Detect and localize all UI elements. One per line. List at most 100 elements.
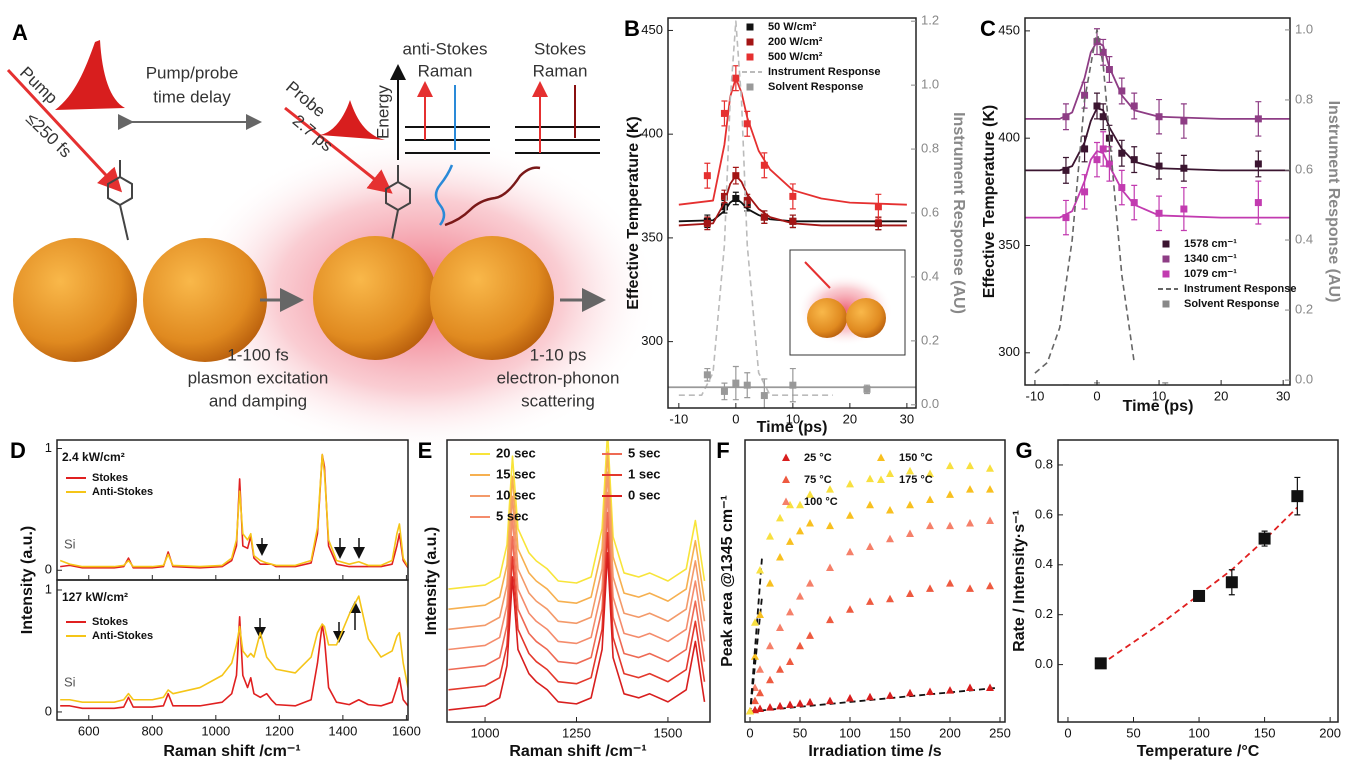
y2-axis-label: Instrument Response (AU) bbox=[950, 112, 967, 314]
y-tick-label: 450 bbox=[641, 22, 663, 37]
inset-particle bbox=[846, 298, 886, 338]
data-point bbox=[789, 218, 796, 225]
data-point bbox=[926, 522, 934, 530]
legend-label: 20 sec bbox=[496, 445, 536, 460]
y2-tick-label: 0.6 bbox=[921, 204, 939, 219]
data-point bbox=[721, 110, 728, 117]
data-point bbox=[796, 699, 804, 707]
data-point bbox=[761, 392, 768, 399]
data-point bbox=[766, 642, 774, 650]
data-point bbox=[776, 553, 784, 561]
data-point bbox=[766, 703, 774, 711]
data-point bbox=[1180, 165, 1187, 172]
y2-tick-label: 0.4 bbox=[921, 268, 939, 283]
plot-area bbox=[1023, 29, 1290, 422]
error-bar bbox=[1063, 385, 1069, 398]
x-tick-label: 1500 bbox=[653, 725, 682, 740]
x-axis-label: Irradiation time /s bbox=[808, 743, 941, 760]
data-point bbox=[966, 462, 974, 470]
data-point bbox=[866, 543, 874, 551]
data-point bbox=[946, 462, 954, 470]
x-tick-label: 250 bbox=[989, 725, 1011, 740]
fit-line bbox=[1101, 507, 1298, 664]
data-point bbox=[926, 687, 934, 695]
data-point bbox=[1062, 214, 1069, 221]
data-point bbox=[926, 584, 934, 592]
y2-axis-label: Instrument Response (AU) bbox=[1325, 101, 1342, 303]
annotation: 2.4 kW/cm² bbox=[62, 450, 125, 464]
data-point bbox=[732, 195, 739, 202]
x-tick-label: 0 bbox=[1093, 388, 1100, 403]
nanoparticle bbox=[430, 236, 554, 360]
legend-symbol bbox=[782, 498, 790, 506]
legend-label: Instrument Response bbox=[1184, 283, 1296, 295]
legend-label: 75 °C bbox=[804, 474, 832, 486]
data-point bbox=[789, 382, 796, 389]
x-tick-label: 0 bbox=[746, 725, 753, 740]
data-point bbox=[1131, 156, 1138, 163]
y2-tick-label: 0.8 bbox=[921, 141, 939, 156]
plot-area bbox=[448, 432, 704, 710]
data-point bbox=[1193, 590, 1205, 602]
data-point bbox=[1131, 102, 1138, 109]
legend-label: 5 sec bbox=[496, 508, 529, 523]
data-point bbox=[744, 120, 751, 127]
fit-line bbox=[1023, 42, 1290, 119]
x-tick-label: 100 bbox=[839, 725, 861, 740]
y2-tick-label: 1.0 bbox=[1295, 21, 1313, 36]
series-line bbox=[448, 492, 704, 649]
legend-label: 175 °C bbox=[899, 474, 933, 486]
data-point bbox=[1106, 66, 1113, 73]
data-point bbox=[926, 496, 934, 504]
y2-tick-label: 0.2 bbox=[921, 332, 939, 347]
legend-label: Solvent Response bbox=[1184, 298, 1279, 310]
legend-symbol bbox=[877, 476, 885, 484]
panel-label: G bbox=[1015, 438, 1032, 463]
data-point bbox=[866, 501, 874, 509]
step-text: scattering bbox=[521, 391, 595, 410]
data-point bbox=[1291, 490, 1303, 502]
step-text: plasmon excitation bbox=[188, 368, 329, 387]
data-point bbox=[1180, 118, 1187, 125]
data-point bbox=[846, 480, 854, 488]
data-point bbox=[1118, 150, 1125, 157]
delay-text: Pump/probe bbox=[146, 63, 239, 82]
legend-symbol bbox=[1163, 271, 1170, 278]
y-tick-label: 400 bbox=[641, 126, 663, 141]
data-point bbox=[721, 388, 728, 395]
data-point bbox=[866, 693, 874, 701]
data-point bbox=[806, 631, 814, 639]
x-tick-label: 200 bbox=[939, 725, 961, 740]
data-point bbox=[1081, 188, 1088, 195]
y2-tick-label: 0.0 bbox=[921, 396, 939, 411]
y-tick-label: 450 bbox=[998, 22, 1020, 37]
y-tick-label: 350 bbox=[641, 229, 663, 244]
y2-tick-label: 1.2 bbox=[921, 13, 939, 28]
x-tick-label: 0 bbox=[732, 411, 739, 426]
data-point bbox=[886, 595, 894, 603]
annotation: Si bbox=[64, 536, 76, 551]
x-tick-label: 150 bbox=[1254, 725, 1276, 740]
data-point bbox=[986, 684, 994, 692]
plot-area bbox=[1095, 477, 1304, 669]
x-tick-label: 100 bbox=[1188, 725, 1210, 740]
y2-tick-label: 0.4 bbox=[1295, 231, 1313, 246]
data-point bbox=[886, 535, 894, 543]
y-axis-label: Peak area @1345 cm⁻¹ bbox=[719, 495, 736, 667]
error-bar bbox=[1237, 400, 1243, 409]
chart-panel: 100012501500ERaman shift /cm⁻¹Intensity … bbox=[418, 432, 710, 760]
panel-label: B bbox=[624, 16, 640, 41]
panel-label: A bbox=[12, 20, 28, 45]
data-point bbox=[766, 579, 774, 587]
data-point bbox=[826, 563, 834, 571]
error-bar bbox=[1106, 387, 1112, 408]
data-point bbox=[776, 514, 784, 522]
data-point bbox=[1156, 163, 1163, 170]
series-line bbox=[448, 513, 704, 670]
pump-pulse bbox=[55, 40, 125, 110]
y-tick-label: 0.2 bbox=[1035, 606, 1053, 621]
y-tick-label: 0 bbox=[45, 703, 52, 718]
legend-label: 5 sec bbox=[628, 445, 661, 460]
legend-label: 150 °C bbox=[899, 452, 933, 464]
